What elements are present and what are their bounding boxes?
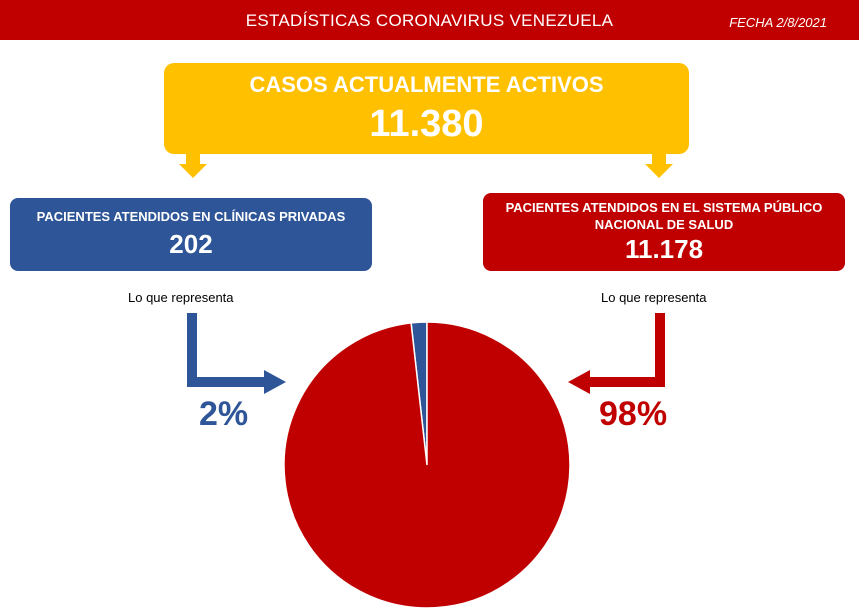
blue-elbow-arrow <box>187 313 268 387</box>
date-label: FECHA 2/8/2021 <box>729 15 827 30</box>
blue-arrow-head <box>264 370 286 394</box>
private-percent-label: 2% <box>199 395 249 433</box>
red-arrow-head <box>568 370 590 394</box>
pie-chart <box>283 321 571 609</box>
public-system-label: PACIENTES ATENDIDOS EN EL SISTEMA PÚBLIC… <box>505 200 823 232</box>
active-cases-value: 11.380 <box>369 103 484 145</box>
yellow-down-arrow-right <box>645 153 673 178</box>
pie-slice-public <box>283 321 571 609</box>
private-clinics-value: 202 <box>169 229 213 259</box>
public-system-box: PACIENTES ATENDIDOS EN EL SISTEMA PÚBLIC… <box>483 193 845 271</box>
private-clinics-label: PACIENTES ATENDIDOS EN CLÍNICAS PRIVADAS <box>36 209 346 224</box>
yellow-down-arrow-left <box>179 153 207 178</box>
header-bar: ESTADÍSTICAS CORONAVIRUS VENEZUELA FECHA… <box>0 0 859 40</box>
private-clinics-box: PACIENTES ATENDIDOS EN CLÍNICAS PRIVADAS… <box>10 198 372 271</box>
public-percent-label: 98% <box>599 395 668 433</box>
public-represent-label: Lo que representa <box>601 290 707 305</box>
active-cases-box: CASOS ACTUALMENTE ACTIVOS 11.380 <box>164 63 689 154</box>
active-cases-label: CASOS ACTUALMENTE ACTIVOS <box>249 72 604 97</box>
public-system-value: 11.178 <box>624 234 704 264</box>
red-elbow-arrow <box>586 313 665 387</box>
private-represent-label: Lo que representa <box>128 290 234 305</box>
page-title: ESTADÍSTICAS CORONAVIRUS VENEZUELA <box>245 11 614 30</box>
